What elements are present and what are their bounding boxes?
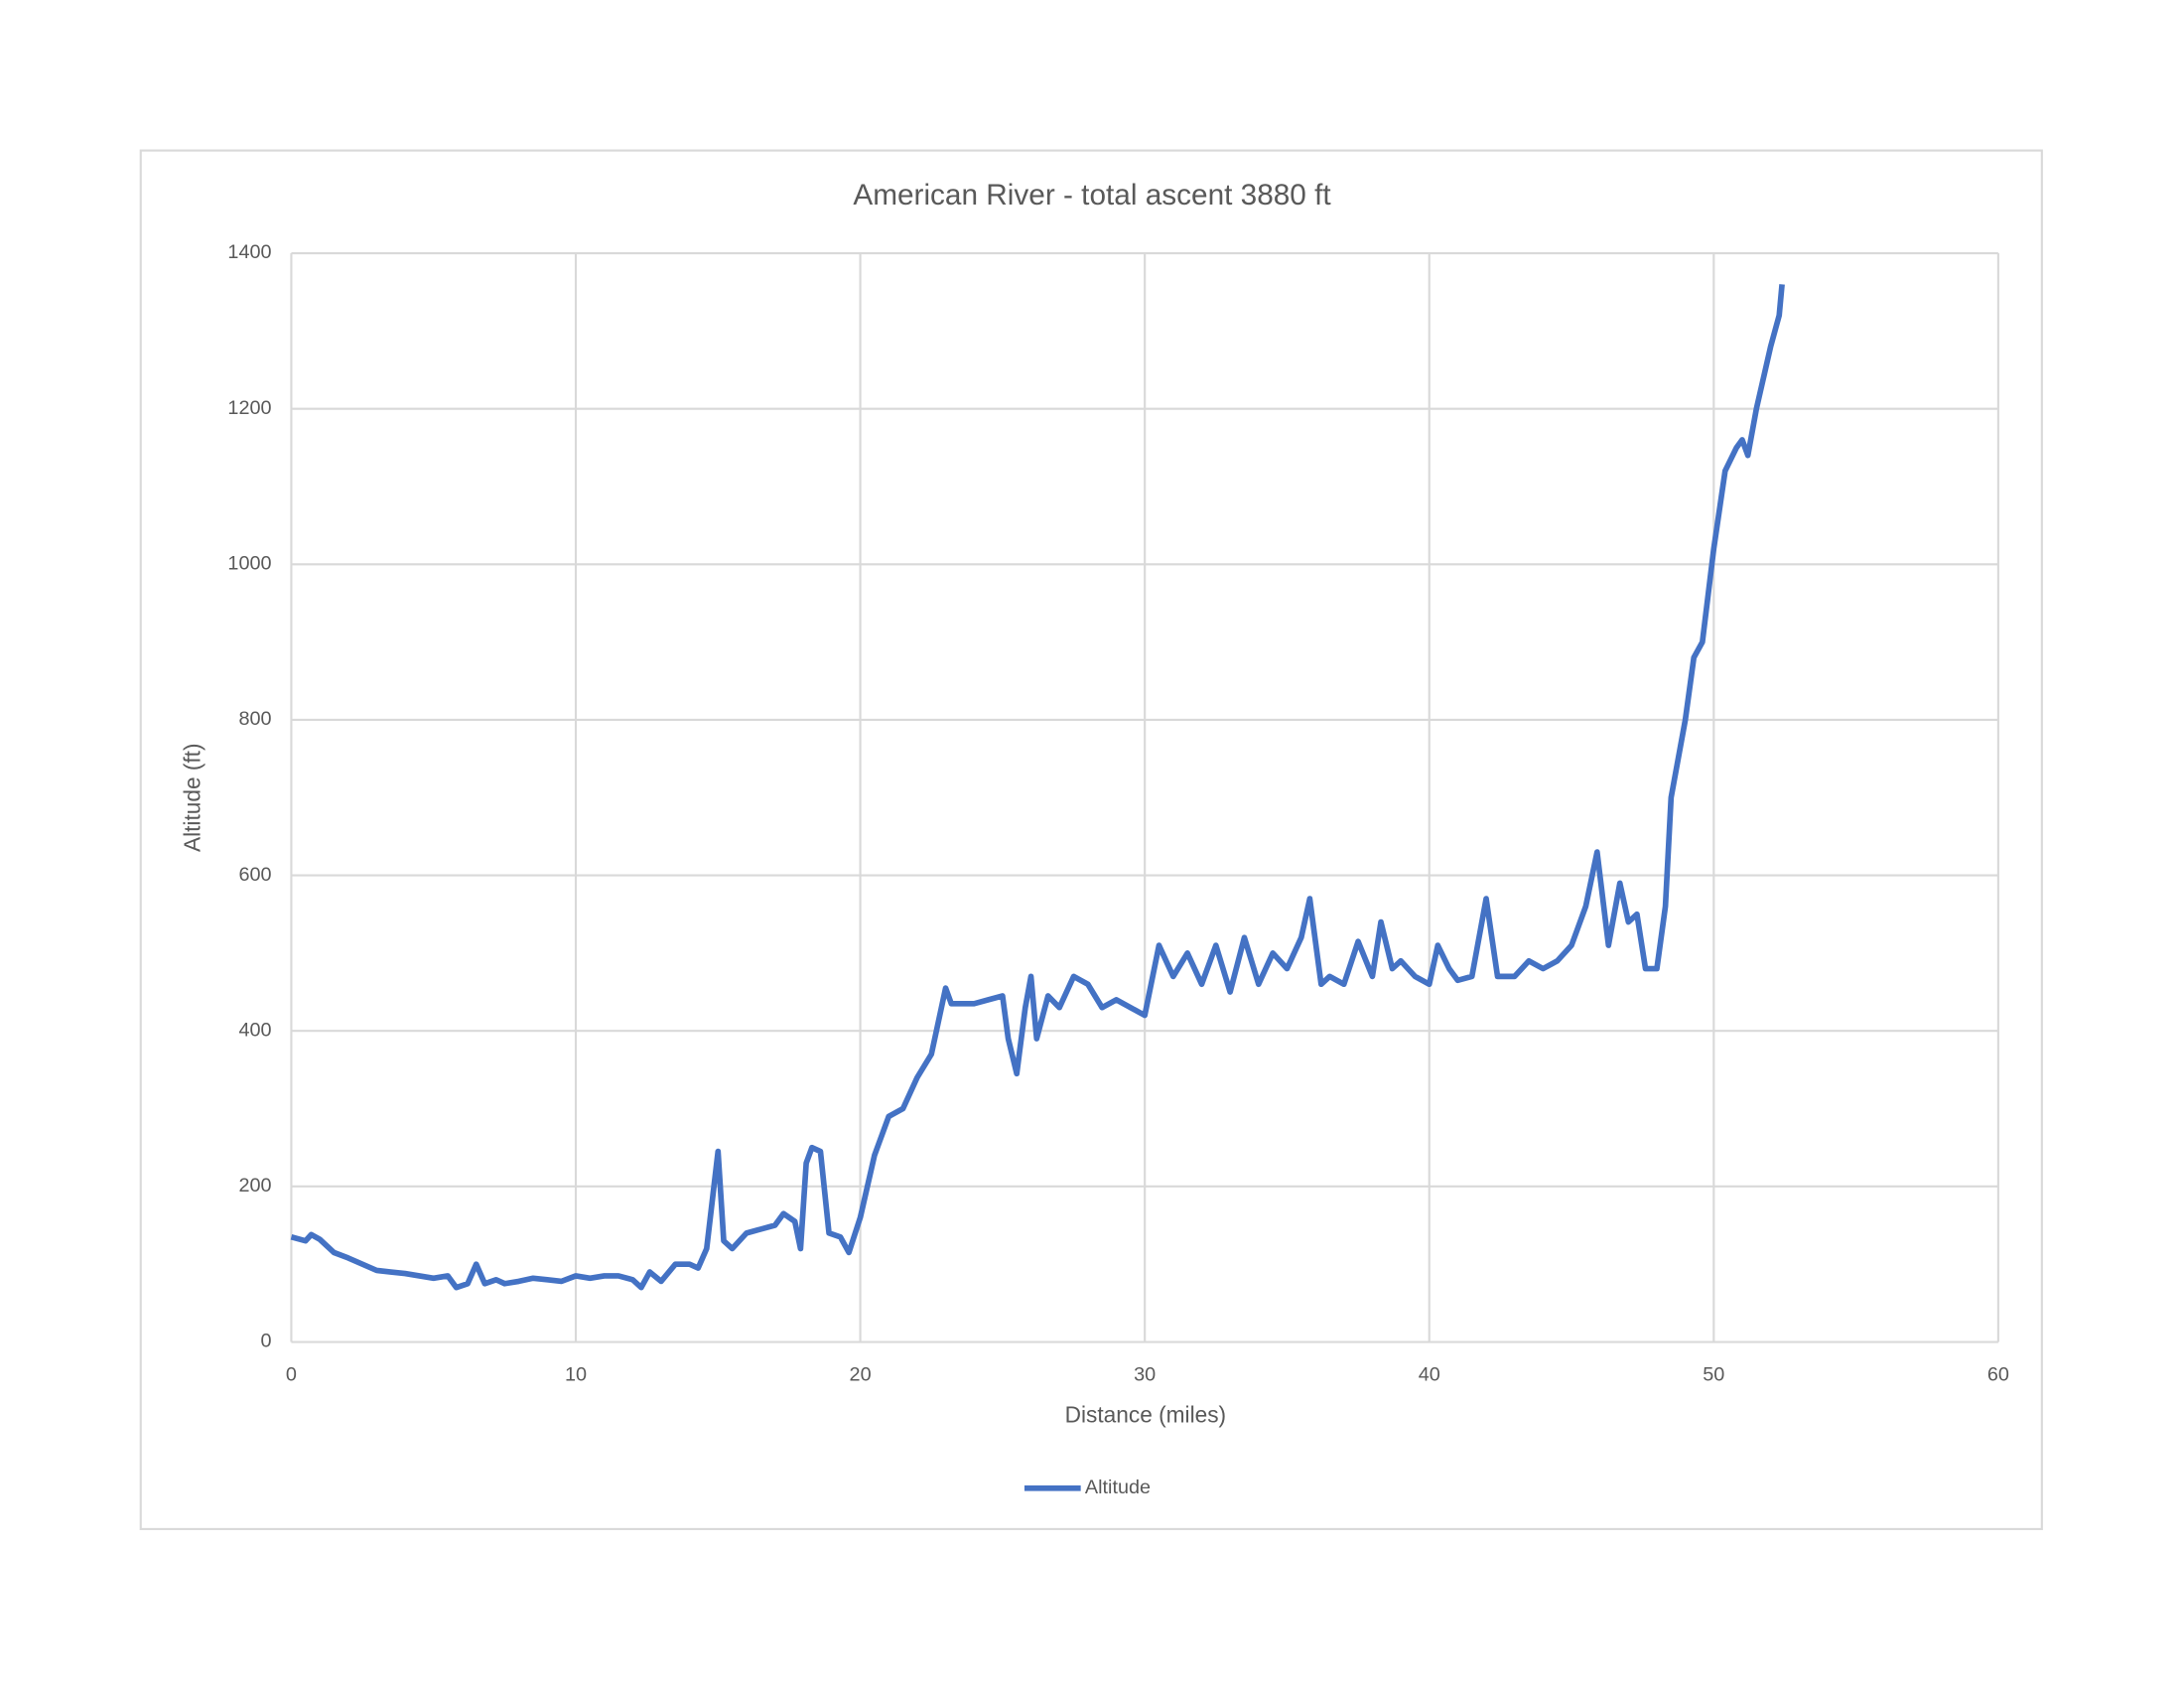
- x-tick-label: 0: [286, 1364, 297, 1386]
- y-tick-label: 0: [261, 1331, 272, 1352]
- legend-label: Altitude: [1085, 1477, 1151, 1498]
- data-line: [290, 284, 1785, 1291]
- x-tick-label: 40: [1419, 1364, 1440, 1386]
- y-axis-label: Altitude (ft): [180, 743, 205, 852]
- y-tick-label: 200: [238, 1175, 271, 1196]
- y-tick-label: 800: [238, 708, 271, 730]
- x-axis-label: Distance (miles): [1065, 1402, 1226, 1428]
- x-tick-label: 60: [1987, 1364, 2009, 1386]
- y-tick-label: 600: [238, 864, 271, 886]
- chart-title: American River - total ascent 3880 ft: [853, 179, 1331, 211]
- y-tick-label: 400: [238, 1019, 271, 1041]
- x-tick-label: 50: [1703, 1364, 1724, 1386]
- x-tick-label: 20: [850, 1364, 872, 1386]
- y-tick-label: 1200: [227, 397, 271, 419]
- y-tick-label: 1000: [227, 553, 271, 575]
- x-tick-label: 10: [565, 1364, 587, 1386]
- chart-border: [139, 149, 2043, 1530]
- x-tick-label: 30: [1134, 1364, 1156, 1386]
- y-tick-label: 1400: [227, 241, 271, 263]
